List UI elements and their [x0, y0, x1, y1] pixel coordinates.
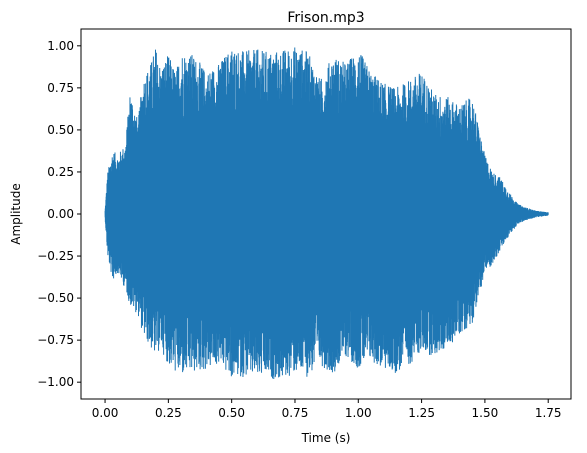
- x-tick-label: 1.50: [472, 406, 499, 420]
- y-axis-label: Amplitude: [9, 183, 23, 245]
- y-tick-label: 0.25: [47, 165, 74, 179]
- x-tick-label: 0.50: [218, 406, 245, 420]
- x-tick-label: 0.25: [155, 406, 182, 420]
- x-tick-label: 1.75: [535, 406, 562, 420]
- y-tick-label: 0.75: [47, 81, 74, 95]
- y-tick-label: −0.75: [37, 333, 74, 347]
- y-tick-label: 1.00: [47, 39, 74, 53]
- x-axis-label: Time (s): [301, 431, 351, 445]
- y-axis-ticks: −1.00 −0.75 −0.50 −0.25 0.00 0.25 0.50 0.75 1.00: [37, 39, 81, 389]
- x-tick-label: 0.75: [282, 406, 309, 420]
- x-axis-ticks: 0.00 0.25 0.50 0.75 1.00 1.25 1.50 1.75: [92, 399, 562, 420]
- waveform-series: [104, 47, 549, 380]
- x-tick-label: 0.00: [92, 406, 119, 420]
- x-tick-label: 1.00: [345, 406, 372, 420]
- plot-area: [104, 47, 549, 380]
- y-tick-label: −0.50: [37, 291, 74, 305]
- x-tick-label: 1.25: [408, 406, 435, 420]
- y-tick-label: 0.50: [47, 123, 74, 137]
- y-tick-label: −1.00: [37, 375, 74, 389]
- chart-title: Frison.mp3: [287, 10, 364, 26]
- y-tick-label: 0.00: [47, 207, 74, 221]
- y-tick-label: −0.25: [37, 249, 74, 263]
